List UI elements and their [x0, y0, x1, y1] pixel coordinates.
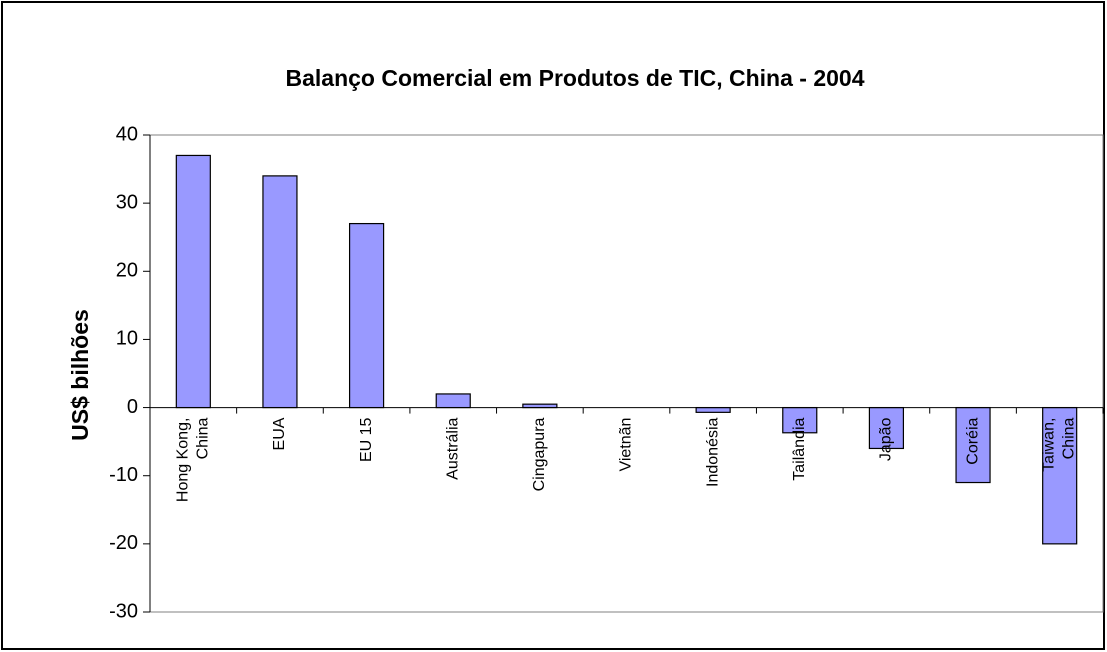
bar [782, 406, 818, 434]
y-tick-label: -10 [109, 464, 138, 486]
y-tick-label: 30 [116, 191, 138, 213]
bar [1042, 406, 1078, 545]
y-tick-label: 40 [116, 123, 138, 145]
x-tick-label: Vietnãn [618, 418, 635, 472]
bar [348, 222, 385, 409]
x-tick-label: Hong Kong, China [175, 417, 212, 502]
x-tick-label: EUA [271, 417, 288, 450]
x-tick-label: EU 15 [358, 417, 375, 462]
x-tick-label: Austrália [444, 417, 461, 479]
x-tick-label: Cingapura [531, 417, 548, 491]
x-tick-label: Tailândia [791, 417, 808, 480]
bar [522, 403, 558, 409]
x-tick-label: Coréia [964, 417, 981, 464]
x-tick-label-line: China [1061, 417, 1078, 463]
bar [435, 393, 471, 409]
x-tick-label: Japão [878, 417, 895, 461]
y-tick-label: 10 [116, 328, 138, 350]
chart-title: Balanço Comercial em Produtos de TIC, Ch… [286, 65, 865, 91]
y-axis-label: US$ bilhões [67, 309, 93, 441]
y-tick-label: -30 [109, 600, 138, 622]
bar [175, 154, 211, 409]
x-tick-label-line: Taiwan, [1041, 418, 1058, 472]
bar [868, 406, 905, 450]
y-tick-label: 0 [127, 396, 138, 418]
bar [695, 406, 731, 413]
x-tick-label: Indonésia [704, 417, 721, 486]
x-tick-label: Taiwan, China [1041, 417, 1078, 471]
y-tick-label: 20 [116, 260, 138, 282]
x-tick-label-line: China [195, 417, 212, 463]
x-tick-label-line: Hong Kong, [175, 418, 192, 503]
y-tick-label: -20 [109, 532, 138, 554]
bar [262, 175, 298, 409]
